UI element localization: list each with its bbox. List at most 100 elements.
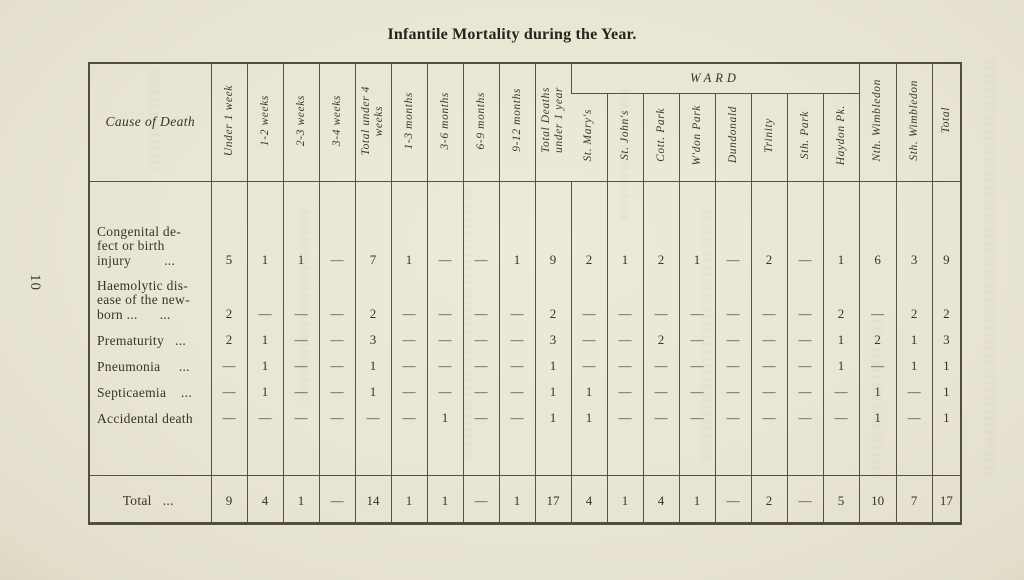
- value-cell: 1: [390, 181, 427, 273]
- value-cell: 1: [534, 379, 571, 405]
- table-header: Cause of Death Under 1 week 1-2 weeks 2-…: [89, 63, 962, 182]
- value-cell: —: [498, 353, 535, 379]
- value-cell: 3: [895, 181, 933, 273]
- total-value-cell: 1: [426, 474, 463, 523]
- value-cell: —: [318, 405, 355, 431]
- spacer-cell: [606, 431, 643, 475]
- value-cell: —: [714, 405, 751, 431]
- value-cell: —: [642, 353, 679, 379]
- total-value-cell: 9: [210, 474, 247, 523]
- col-header-cott-park: Cott. Park: [642, 93, 679, 182]
- bleedthrough-artifact: [985, 60, 994, 480]
- value-cell: —: [210, 379, 247, 405]
- value-cell: 2: [822, 273, 860, 327]
- total-label-cell: Total ...: [89, 474, 211, 523]
- value-cell: —: [642, 273, 679, 327]
- col-header-dundonald: Dundonald: [714, 93, 751, 182]
- value-cell: —: [714, 353, 751, 379]
- value-cell: —: [390, 327, 427, 353]
- value-cell: 7: [354, 181, 391, 273]
- value-cell: 1: [246, 327, 283, 353]
- value-cell: 1: [534, 353, 571, 379]
- value-cell: —: [678, 327, 715, 353]
- value-cell: —: [895, 379, 933, 405]
- total-value-cell: 1: [282, 474, 319, 523]
- value-cell: —: [786, 405, 823, 431]
- value-cell: —: [426, 273, 463, 327]
- col-header-nth-wimbledon: Nth. Wimbledon: [858, 63, 897, 182]
- value-cell: 1: [678, 181, 715, 273]
- value-cell: 2: [642, 327, 679, 353]
- total-value-cell: —: [786, 474, 823, 523]
- spacer-cell: [642, 431, 679, 475]
- col-header-sth-wimbledon: Sth. Wimbledon: [895, 63, 933, 182]
- col-header-st-marys: St. Mary's: [571, 93, 607, 182]
- spacer-cell: [246, 431, 283, 475]
- page-number: 10: [27, 274, 43, 291]
- value-cell: —: [786, 327, 823, 353]
- value-cell: —: [318, 353, 355, 379]
- spacer-cell: [786, 431, 823, 475]
- value-cell: —: [318, 327, 355, 353]
- value-cell: 2: [858, 327, 897, 353]
- value-cell: —: [318, 181, 355, 273]
- value-cell: 2: [931, 273, 962, 327]
- value-cell: 1: [931, 405, 962, 431]
- value-cell: —: [462, 405, 499, 431]
- value-cell: —: [498, 327, 535, 353]
- value-cell: —: [858, 273, 897, 327]
- value-cell: —: [642, 405, 679, 431]
- value-cell: 1: [246, 353, 283, 379]
- total-value-cell: —: [318, 474, 355, 523]
- value-cell: 1: [570, 379, 607, 405]
- total-value-cell: 1: [606, 474, 643, 523]
- total-value-cell: 1: [678, 474, 715, 523]
- value-cell: —: [210, 353, 247, 379]
- value-cell: —: [462, 379, 499, 405]
- value-cell: —: [714, 273, 751, 327]
- value-cell: —: [462, 353, 499, 379]
- value-cell: —: [210, 405, 247, 431]
- value-cell: —: [498, 379, 535, 405]
- value-cell: —: [750, 273, 787, 327]
- value-cell: 5: [210, 181, 247, 273]
- value-cell: —: [606, 353, 643, 379]
- col-header-1-3-months: 1-3 months: [390, 63, 427, 182]
- value-cell: 1: [606, 181, 643, 273]
- value-cell: —: [678, 379, 715, 405]
- value-cell: —: [498, 405, 535, 431]
- value-cell: 2: [570, 181, 607, 273]
- col-header-trinity: Trinity: [750, 93, 787, 182]
- value-cell: —: [858, 353, 897, 379]
- value-cell: —: [606, 405, 643, 431]
- cause-label-cell: Accidental death: [97, 410, 193, 426]
- value-cell: 1: [246, 379, 283, 405]
- col-header-haydon-pk: Haydon Pk.: [822, 93, 860, 182]
- value-cell: —: [462, 327, 499, 353]
- value-cell: 1: [822, 181, 860, 273]
- spacer-cell: [714, 431, 751, 475]
- value-cell: —: [714, 327, 751, 353]
- value-cell: —: [714, 379, 751, 405]
- value-cell: —: [354, 405, 391, 431]
- cause-row: Prematurity ... 2 1— —3— — — —3— —2— — — —1 2 1 3: [89, 327, 962, 353]
- cause-row: Pneumonia ... —1— —1— — — —1— — — — — — —1—1 1: [89, 353, 962, 379]
- cause-label-cell: Congenital de-fect or birth injury ...: [97, 223, 182, 268]
- spacer-cell: [895, 431, 933, 475]
- col-header-total-under-4-weeks: Total under 4 weeks: [354, 63, 391, 182]
- value-cell: —: [642, 379, 679, 405]
- spacer-cell: [390, 431, 427, 475]
- value-cell: 2: [534, 273, 571, 327]
- col-header-under-1-week: Under 1 week: [210, 63, 247, 182]
- value-cell: 2: [210, 327, 247, 353]
- value-cell: —: [750, 379, 787, 405]
- value-cell: 1: [858, 379, 897, 405]
- value-cell: —: [282, 353, 319, 379]
- spacer-row: [89, 431, 962, 475]
- value-cell: 1: [498, 181, 535, 273]
- value-cell: —: [786, 273, 823, 327]
- page-title: Infantile Mortality during the Year.: [387, 26, 637, 43]
- col-header-1-2-weeks: 1-2 weeks: [246, 63, 283, 182]
- spacer-cell: [678, 431, 715, 475]
- value-cell: —: [390, 405, 427, 431]
